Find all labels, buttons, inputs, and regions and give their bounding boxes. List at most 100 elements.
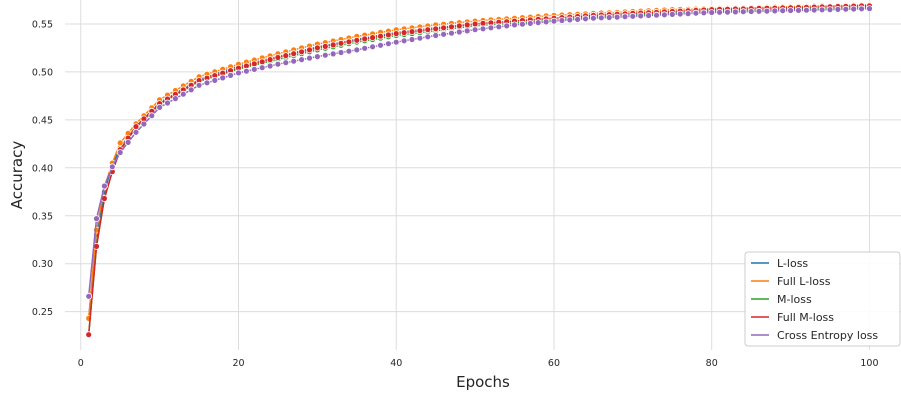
y-axis-label: Accuracy	[8, 141, 26, 210]
data-point	[282, 59, 290, 67]
data-point	[858, 5, 865, 13]
data-point	[566, 16, 574, 24]
data-point	[377, 32, 384, 40]
data-point	[621, 13, 629, 21]
data-point	[250, 60, 258, 68]
data-point	[471, 26, 479, 34]
x-tick-label: 20	[232, 358, 244, 369]
data-point	[306, 54, 313, 62]
data-point	[124, 138, 132, 146]
data-point	[866, 5, 873, 13]
legend-label: Full M-loss	[777, 311, 834, 324]
data-point	[448, 23, 455, 31]
data-point	[290, 57, 298, 65]
data-point	[384, 40, 392, 48]
x-tick-label: 0	[78, 358, 84, 369]
data-point	[329, 50, 337, 58]
legend-label: L-loss	[777, 257, 808, 270]
y-tick-label: 0.40	[32, 163, 53, 174]
data-point	[345, 47, 353, 55]
data-point	[108, 163, 116, 171]
data-point	[250, 66, 258, 73]
data-point	[739, 8, 747, 16]
x-tick-label: 100	[860, 358, 878, 369]
data-point	[321, 51, 329, 59]
data-point	[140, 120, 148, 128]
x-tick-label: 40	[390, 358, 402, 369]
data-point	[463, 27, 471, 35]
legend-label: Full L-loss	[777, 275, 831, 288]
y-tick-label: 0.55	[32, 19, 53, 30]
x-tick-label: 80	[706, 358, 718, 369]
data-point	[826, 6, 834, 14]
data-point	[400, 29, 408, 36]
y-tick-label: 0.35	[32, 211, 53, 222]
data-point	[337, 39, 345, 47]
data-point	[408, 36, 416, 43]
data-point	[432, 32, 440, 39]
data-point	[850, 5, 858, 13]
data-point	[132, 123, 140, 130]
data-point	[392, 38, 400, 46]
series-line	[87, 6, 870, 335]
data-point	[668, 10, 676, 18]
data-point	[361, 44, 369, 52]
y-tick-label: 0.25	[32, 307, 53, 318]
data-point	[700, 9, 708, 17]
series-cross-entropy-loss	[85, 5, 873, 300]
data-point	[345, 38, 353, 46]
data-point	[763, 7, 771, 15]
data-point	[313, 44, 321, 52]
data-point	[534, 19, 542, 27]
data-point	[337, 49, 345, 56]
data-point	[747, 8, 755, 15]
y-tick-label: 0.45	[32, 115, 53, 126]
data-point	[597, 14, 605, 22]
data-point	[235, 69, 242, 77]
tick-labels: 0 20 40 60 80 100 0.25 0.30 0.35 0.40 0.45 0.50 0.55	[32, 19, 879, 369]
data-point	[613, 13, 621, 21]
data-point	[266, 56, 274, 63]
data-point	[605, 14, 613, 21]
data-point	[448, 29, 455, 37]
data-point	[724, 8, 731, 16]
data-point	[424, 26, 432, 34]
legend-label: M-loss	[777, 293, 812, 306]
data-point	[550, 17, 558, 25]
data-point	[274, 60, 282, 68]
data-point	[306, 46, 313, 54]
data-point	[574, 15, 581, 23]
data-point	[274, 54, 282, 61]
data-point	[511, 21, 518, 29]
series-line	[87, 5, 870, 335]
data-point	[85, 292, 93, 300]
data-point	[503, 22, 511, 30]
data-point	[298, 56, 306, 63]
series-lines	[85, 1, 873, 339]
y-tick-label: 0.50	[32, 67, 53, 78]
legend-box	[744, 251, 901, 347]
data-point	[132, 128, 140, 136]
data-point	[684, 10, 692, 18]
data-point	[369, 43, 377, 51]
data-point	[645, 12, 652, 19]
data-point	[85, 331, 93, 339]
data-point	[708, 9, 716, 16]
data-point	[156, 104, 164, 111]
data-point	[810, 6, 818, 14]
data-point	[424, 33, 432, 41]
data-point	[195, 81, 203, 89]
legend: L-loss Full L-loss M-loss Full M-loss Cross …	[744, 251, 901, 347]
data-point	[542, 18, 550, 26]
data-point	[637, 12, 645, 20]
data-point	[582, 15, 589, 23]
data-point	[242, 67, 250, 75]
data-point	[526, 19, 534, 27]
data-point	[495, 23, 503, 31]
data-point	[219, 74, 227, 82]
data-point	[432, 25, 440, 33]
legend-label: Cross Entropy loss	[777, 329, 878, 342]
data-point	[661, 11, 668, 19]
data-point	[732, 8, 739, 16]
data-point	[842, 5, 850, 13]
